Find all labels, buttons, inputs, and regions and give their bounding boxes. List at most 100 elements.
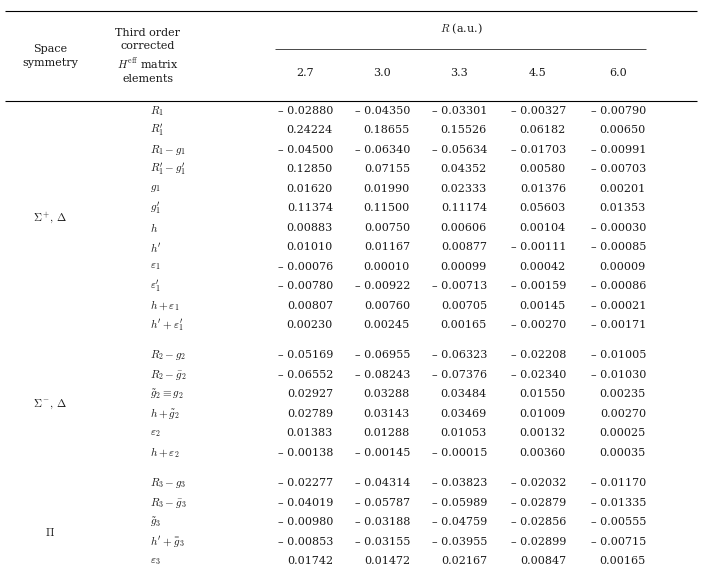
Text: $\tilde{g}_3$: $\tilde{g}_3$	[150, 515, 162, 529]
Text: $h' + \varepsilon_1'$: $h' + \varepsilon_1'$	[150, 318, 184, 333]
Text: 0.01353: 0.01353	[600, 203, 646, 213]
Text: Third order
corrected
$H^{\mathrm{eff}}$ matrix
elements: Third order corrected $H^{\mathrm{eff}}$…	[115, 28, 181, 84]
Text: 0.02167: 0.02167	[441, 556, 487, 566]
Text: $h + \tilde{g}_2$: $h + \tilde{g}_2$	[150, 406, 180, 422]
Text: – 0.06323: – 0.06323	[432, 350, 487, 361]
Text: 0.11174: 0.11174	[441, 203, 487, 213]
Text: $R_3 - g_3$: $R_3 - g_3$	[150, 476, 186, 490]
Text: 0.12850: 0.12850	[287, 164, 333, 174]
Text: – 0.03823: – 0.03823	[432, 478, 487, 488]
Text: $\Pi$: $\Pi$	[45, 526, 55, 538]
Text: 0.00245: 0.00245	[363, 320, 410, 330]
Text: $g_1$: $g_1$	[150, 183, 161, 194]
Text: – 0.06552: – 0.06552	[278, 370, 333, 380]
Text: – 0.00145: – 0.00145	[354, 448, 410, 458]
Text: – 0.00853: – 0.00853	[278, 537, 333, 547]
Text: 0.00025: 0.00025	[600, 428, 646, 439]
Text: 0.00705: 0.00705	[441, 301, 487, 311]
Text: – 0.03301: – 0.03301	[432, 106, 487, 116]
Text: – 0.03188: – 0.03188	[354, 517, 410, 527]
Text: – 0.02032: – 0.02032	[510, 478, 566, 488]
Text: – 0.03955: – 0.03955	[432, 537, 487, 547]
Text: $R_3 - \bar{g}_3$: $R_3 - \bar{g}_3$	[150, 496, 187, 510]
Text: $\varepsilon_1'$: $\varepsilon_1'$	[150, 278, 160, 294]
Text: 0.00201: 0.00201	[600, 184, 646, 194]
Text: 0.01167: 0.01167	[364, 242, 410, 252]
Text: $h + \varepsilon_1$: $h + \varepsilon_1$	[150, 298, 179, 313]
Text: – 0.00076: – 0.00076	[278, 261, 333, 272]
Text: 0.00606: 0.00606	[441, 223, 487, 233]
Text: 0.00042: 0.00042	[520, 261, 566, 272]
Text: 0.00099: 0.00099	[441, 261, 487, 272]
Text: – 0.00030: – 0.00030	[591, 223, 646, 233]
Text: – 0.00021: – 0.00021	[591, 301, 646, 311]
Text: – 0.00922: – 0.00922	[354, 281, 410, 291]
Text: – 0.02340: – 0.02340	[510, 370, 566, 380]
Text: Space
symmetry: Space symmetry	[22, 44, 78, 67]
Text: 0.00580: 0.00580	[520, 164, 566, 174]
Text: $R_2 - \bar{g}_2$: $R_2 - \bar{g}_2$	[150, 368, 187, 382]
Text: 0.01550: 0.01550	[520, 389, 566, 400]
Text: 3.0: 3.0	[373, 68, 391, 78]
Text: 0.00360: 0.00360	[520, 448, 566, 458]
Text: 0.06182: 0.06182	[520, 125, 566, 135]
Text: 0.03469: 0.03469	[441, 409, 487, 419]
Text: 0.00104: 0.00104	[520, 223, 566, 233]
Text: 4.5: 4.5	[529, 68, 547, 78]
Text: $\varepsilon_2$: $\varepsilon_2$	[150, 428, 160, 439]
Text: – 0.00086: – 0.00086	[591, 281, 646, 291]
Text: 0.05603: 0.05603	[520, 203, 566, 213]
Text: 0.04352: 0.04352	[441, 164, 487, 174]
Text: – 0.04500: – 0.04500	[278, 145, 333, 155]
Text: 0.00847: 0.00847	[520, 556, 566, 566]
Text: – 0.04019: – 0.04019	[278, 498, 333, 508]
Text: – 0.04314: – 0.04314	[354, 478, 410, 488]
Text: 0.03143: 0.03143	[363, 409, 410, 419]
Text: 0.01010: 0.01010	[287, 242, 333, 252]
Text: $R$ (a.u.): $R$ (a.u.)	[440, 22, 483, 36]
Text: – 0.00703: – 0.00703	[591, 164, 646, 174]
Text: 0.00807: 0.00807	[287, 301, 333, 311]
Text: – 0.01005: – 0.01005	[591, 350, 646, 361]
Text: 0.00009: 0.00009	[600, 261, 646, 272]
Text: 0.01990: 0.01990	[363, 184, 410, 194]
Text: $\Sigma^-\!,\, \Delta$: $\Sigma^-\!,\, \Delta$	[33, 397, 67, 411]
Text: 0.01288: 0.01288	[363, 428, 410, 439]
Text: 0.00165: 0.00165	[441, 320, 487, 330]
Text: 0.15526: 0.15526	[441, 125, 487, 135]
Text: – 0.04759: – 0.04759	[432, 517, 487, 527]
Text: 0.18655: 0.18655	[363, 125, 410, 135]
Text: $\tilde{g}_2 \equiv g_2$: $\tilde{g}_2 \equiv g_2$	[150, 388, 183, 401]
Text: – 0.00980: – 0.00980	[278, 517, 333, 527]
Text: 0.07155: 0.07155	[364, 164, 410, 174]
Text: 0.01472: 0.01472	[364, 556, 410, 566]
Text: 0.00650: 0.00650	[600, 125, 646, 135]
Text: – 0.00138: – 0.00138	[278, 448, 333, 458]
Text: – 0.00171: – 0.00171	[591, 320, 646, 330]
Text: $R_1$: $R_1$	[150, 104, 164, 118]
Text: – 0.00327: – 0.00327	[511, 106, 566, 116]
Text: – 0.05169: – 0.05169	[278, 350, 333, 361]
Text: 0.03288: 0.03288	[363, 389, 410, 400]
Text: – 0.00715: – 0.00715	[591, 537, 646, 547]
Text: – 0.00991: – 0.00991	[591, 145, 646, 155]
Text: 0.00035: 0.00035	[600, 448, 646, 458]
Text: 0.24224: 0.24224	[287, 125, 333, 135]
Text: – 0.05634: – 0.05634	[432, 145, 487, 155]
Text: 0.11374: 0.11374	[287, 203, 333, 213]
Text: 0.00235: 0.00235	[600, 389, 646, 400]
Text: 0.00230: 0.00230	[287, 320, 333, 330]
Text: 0.00132: 0.00132	[520, 428, 566, 439]
Text: 0.00760: 0.00760	[364, 301, 410, 311]
Text: 0.02333: 0.02333	[441, 184, 487, 194]
Text: 0.00750: 0.00750	[364, 223, 410, 233]
Text: $R_2 - g_2$: $R_2 - g_2$	[150, 349, 186, 362]
Text: – 0.05787: – 0.05787	[355, 498, 410, 508]
Text: 0.00010: 0.00010	[363, 261, 410, 272]
Text: – 0.01335: – 0.01335	[591, 498, 646, 508]
Text: – 0.02277: – 0.02277	[278, 478, 333, 488]
Text: – 0.08243: – 0.08243	[354, 370, 410, 380]
Text: – 0.00085: – 0.00085	[591, 242, 646, 252]
Text: 0.00877: 0.00877	[441, 242, 487, 252]
Text: – 0.00790: – 0.00790	[591, 106, 646, 116]
